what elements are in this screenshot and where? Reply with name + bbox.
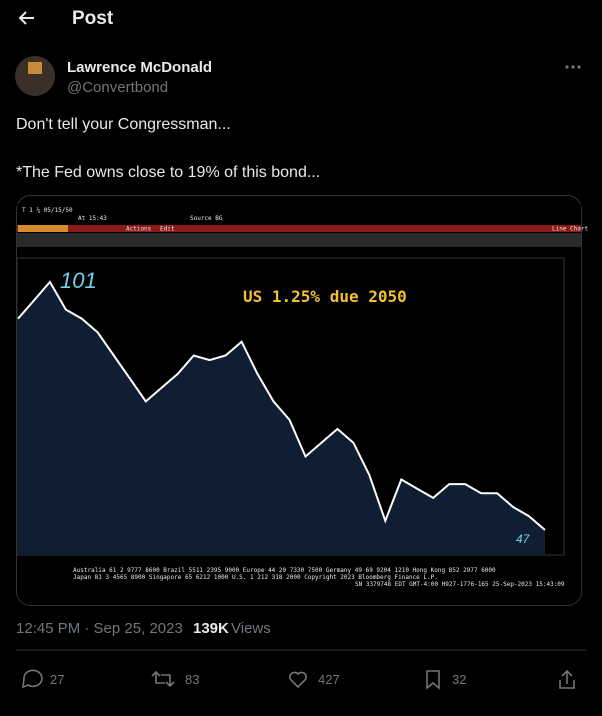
views-count: 139K [193,620,229,637]
toolbar-button [18,225,68,232]
back-arrow[interactable] [18,11,34,25]
footer-line: Australia 61 2 9777 8600 Brazil 5511 239… [73,567,496,574]
toolbar-row [17,233,581,247]
ticker: T 1 ¼ 05/15/50 [22,207,73,214]
more-button[interactable] [565,65,581,69]
avatar-detail [28,62,42,74]
repost-count: 83 [185,672,199,687]
toolbar-actions: Actions [126,226,152,233]
tweet-text: Don't tell your Congressman... [16,116,231,133]
reply-count: 27 [50,672,64,687]
share-icon[interactable] [559,669,575,689]
chart-title: US 1.25% due 2050 [243,287,407,306]
toolbar-chart-type: Line Chart [552,226,589,233]
avatar[interactable] [15,56,55,96]
low-label: 47 [516,532,531,546]
toolbar-bar [17,225,581,232]
header-title: Post [72,8,114,29]
views-label: Views [231,620,271,637]
chart [17,280,546,555]
bookmark-count: 32 [452,672,466,687]
tweet-text: *The Fed owns close to 19% of this bond.… [16,164,320,181]
timestamp[interactable]: 12:45 PM · Sep 25, 2023 [16,620,183,637]
source: Source BG [190,215,223,222]
price-line [17,280,546,531]
like-icon[interactable] [289,671,307,689]
author-handle[interactable]: @Convertbond [67,79,168,96]
time: At 15:43 [78,215,107,222]
author-name[interactable]: Lawrence McDonald [67,59,212,76]
toolbar-edit: Edit [160,226,175,233]
bookmark-icon[interactable] [426,670,440,690]
footer-line: SN 3379748 EDT GMT-4:00 H927-1776-165 25… [355,581,565,588]
reply-icon[interactable] [22,669,43,689]
high-label: 101 [60,268,97,293]
repost-icon[interactable] [151,670,175,688]
like-count: 427 [318,672,340,687]
footer-line: Japan 81 3 4565 8900 Singapore 65 6212 1… [73,574,438,581]
